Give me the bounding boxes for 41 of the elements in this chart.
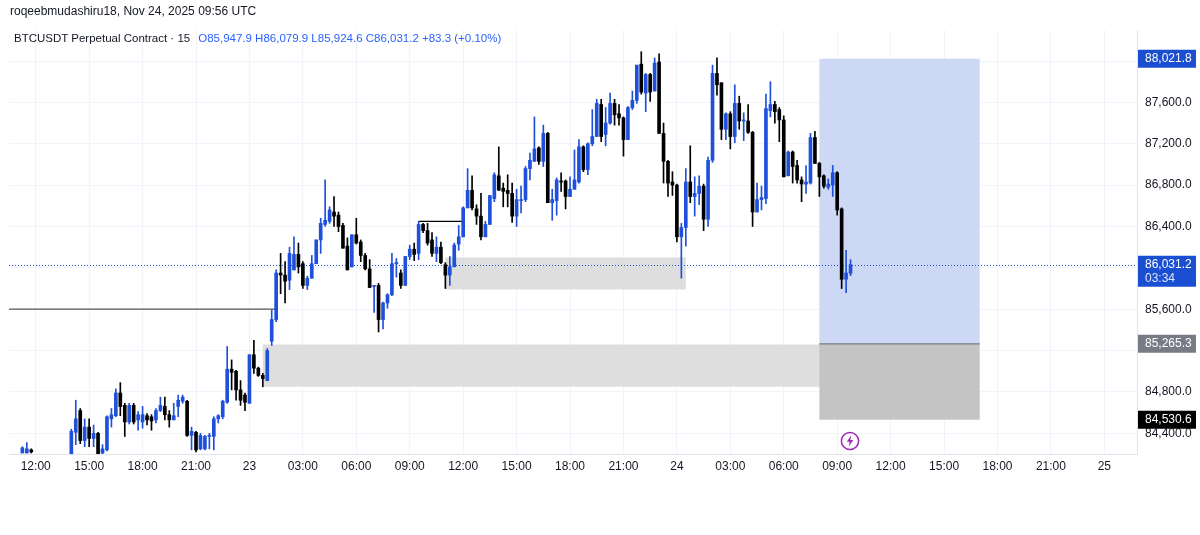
chart-subtitle: O85,947.9 H86,079.9 L85,924.6 C86,031.2 +83.3 (+0.10%) <box>198 32 502 44</box>
x-tick-label: 21:00 <box>180 458 212 473</box>
candlestick <box>688 145 693 204</box>
y-tick-label: 86,800.0 <box>1145 177 1193 192</box>
y-tick-label: 84,400.0 <box>1145 425 1193 440</box>
text: 03:34 <box>1145 270 1176 285</box>
x-tick-label: 21:00 <box>608 458 639 473</box>
x-tick-label: 15:00 <box>501 458 532 473</box>
candlestick <box>692 176 697 217</box>
candlestick <box>372 285 376 313</box>
x-tick-label: 25 <box>1097 458 1112 473</box>
x-tick-label: 18:00 <box>127 458 158 473</box>
x-tick-label: 09:00 <box>394 458 426 473</box>
x-tick-label: 12:00 <box>875 458 906 473</box>
candlestick <box>617 104 621 126</box>
candlestick <box>283 261 287 304</box>
x-tick-label: 21:00 <box>1035 458 1067 473</box>
x-tick-label: 06:00 <box>341 458 372 473</box>
x-tick-label: 24 <box>670 458 684 473</box>
chart-title: BTCUSDT Perpetual Contract · 15 <box>14 32 191 44</box>
x-tick-label: 15:00 <box>929 458 960 473</box>
y-tick-label: 85,600.0 <box>1145 301 1193 316</box>
ref-line-label: 86,031.2 <box>1145 257 1193 272</box>
x-tick-label: 23 <box>242 458 257 473</box>
x-tick-label: 18:00 <box>982 458 1013 473</box>
y-tick-label: 87,200.0 <box>1145 136 1193 151</box>
x-tick-label: 12:00 <box>20 458 52 473</box>
x-tick-label: 18:00 <box>555 458 586 473</box>
x-tick-label: 15:00 <box>74 458 105 473</box>
x-tick-label: 09:00 <box>822 458 853 473</box>
x-tick-label: 03:00 <box>287 458 319 473</box>
y-tick-label: 84,530.6 <box>1145 412 1193 427</box>
x-tick-label: 06:00 <box>768 458 800 473</box>
x-tick-label: 12:00 <box>448 458 479 473</box>
y-tick-label: 85,265.3 <box>1145 336 1193 351</box>
y-tick-label: 87,600.0 <box>1145 94 1193 109</box>
x-tick-label: 03:00 <box>715 458 746 473</box>
text: roqeebmudashiru18, Nov 24, 2025 09:56 UTC <box>10 4 257 18</box>
y-tick-label: 84,800.0 <box>1145 384 1193 399</box>
y-tick-label: 88,021.8 <box>1145 51 1193 66</box>
y-tick-label: 86,400.0 <box>1145 218 1193 233</box>
